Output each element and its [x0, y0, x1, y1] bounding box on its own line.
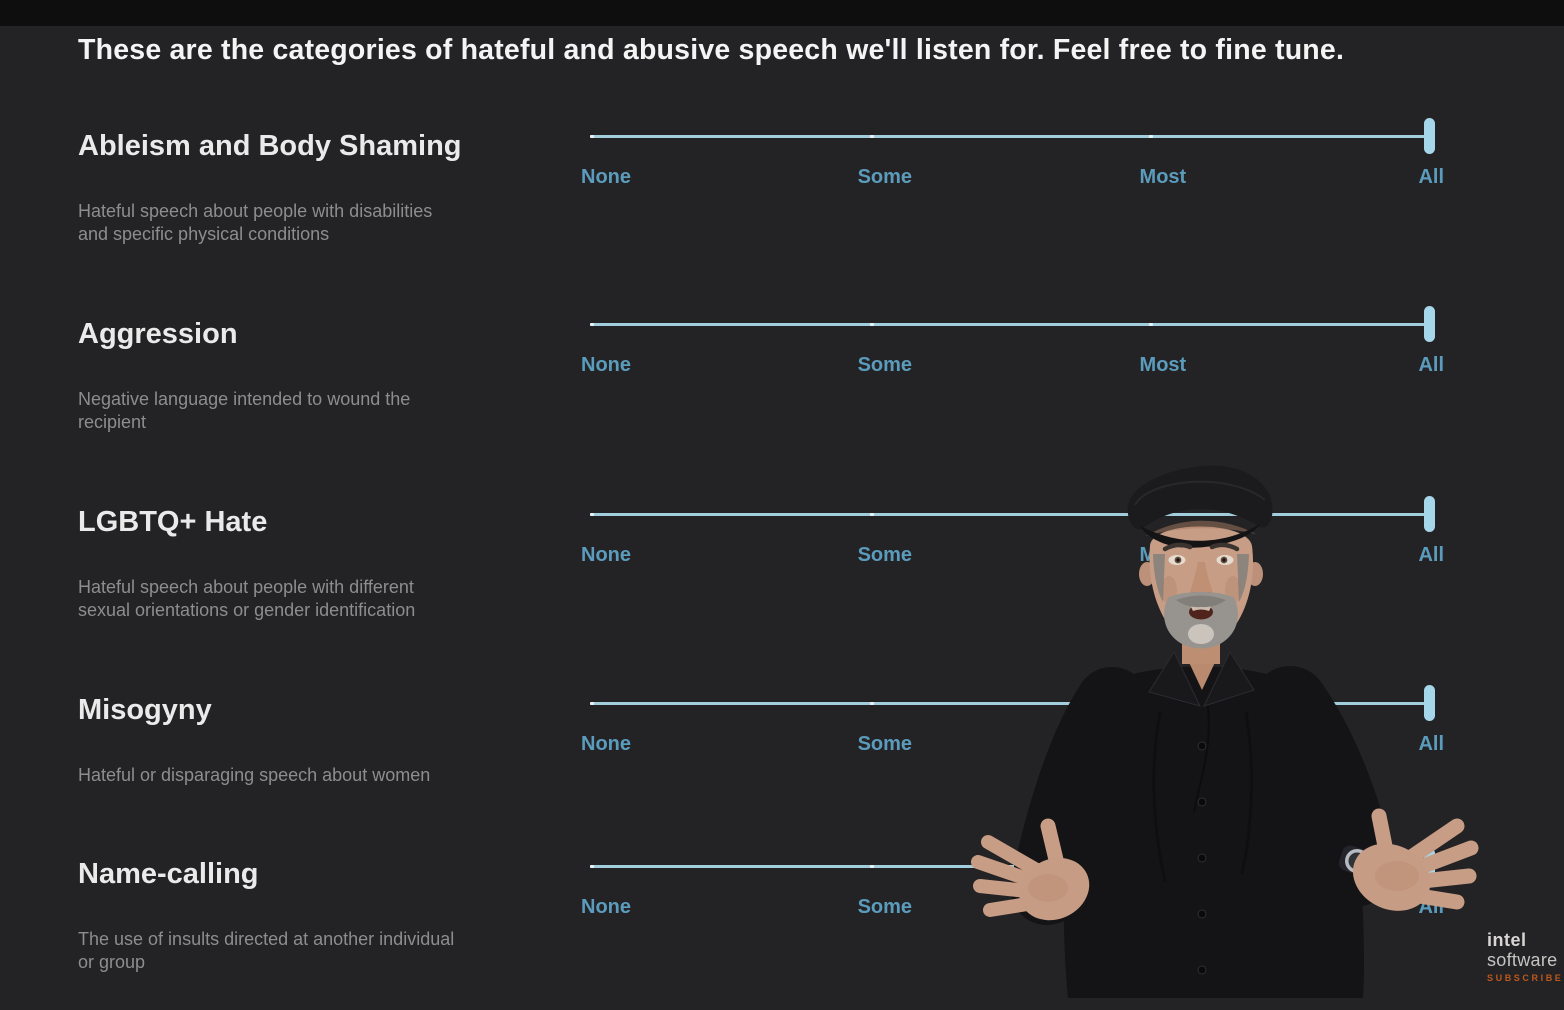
slider-label-all: All: [1418, 354, 1444, 376]
intel-software-wordmark: software: [1487, 950, 1558, 970]
slider-tick: [869, 702, 874, 705]
slider-tick: [869, 135, 874, 138]
category-description: Hateful speech about people with disabil…: [78, 201, 433, 244]
slider-label-none: None: [581, 354, 631, 376]
category-row: Aggression Negative language intended to …: [0, 300, 1564, 470]
shirt-buttons: [1197, 741, 1207, 975]
slider-handle[interactable]: [1424, 496, 1435, 532]
channel-branding: intel software SUBSCRIBE: [1487, 931, 1563, 983]
slider-track[interactable]: [590, 513, 1430, 516]
slider-label-none: None: [581, 733, 631, 755]
slider-handle[interactable]: [1424, 306, 1435, 342]
category-row: LGBTQ+ Hate Hateful speech about people w…: [0, 488, 1564, 658]
category-row: Misogyny Hateful or disparaging speech ab…: [0, 676, 1564, 846]
slider-tick: [869, 865, 874, 868]
category-description: The use of insults directed at another i…: [78, 929, 455, 972]
slider-tick: [590, 135, 594, 138]
category-title: Ableism and Body Shaming: [78, 130, 462, 162]
slider-tick: [590, 702, 594, 705]
sensitivity-slider: None Some Most All: [581, 110, 1444, 200]
letterbox-strip: [0, 0, 1564, 26]
slider-label-most: Most: [1139, 354, 1187, 376]
category-description: Negative language intended to wound the …: [78, 389, 411, 432]
slider-label-none: None: [581, 544, 631, 566]
slider-label-some: Some: [857, 166, 913, 188]
slider-label-some: Some: [857, 896, 913, 918]
slider-track[interactable]: [590, 135, 1430, 138]
slider-tick: [590, 513, 594, 516]
slider-tick: [869, 513, 874, 516]
slider-track[interactable]: [590, 702, 1430, 705]
slider-label-some: Some: [857, 733, 913, 755]
presenter-right-hand: [1352, 808, 1479, 911]
slider-tick: [1149, 323, 1154, 326]
category-description: Hateful or disparaging speech about wome…: [78, 765, 431, 785]
slider-label-some: Some: [857, 544, 913, 566]
subscribe-button[interactable]: SUBSCRIBE: [1487, 973, 1564, 983]
slider-label-all: All: [1418, 166, 1444, 188]
category-row: Ableism and Body Shaming Hateful speech a…: [0, 112, 1564, 282]
slider-label-most: Most: [1139, 166, 1187, 188]
slider-label-none: None: [581, 896, 631, 918]
flat-cap: [1127, 465, 1273, 548]
category-title: Misogyny: [78, 694, 212, 726]
slider-tick: [590, 323, 594, 326]
lav-mic-cable: [1193, 705, 1210, 813]
intel-logo: intel: [1487, 930, 1527, 950]
slider-label-all: All: [1418, 733, 1444, 755]
category-description: Hateful speech about people with differe…: [78, 577, 416, 620]
page-title: These are the categories of hateful and …: [78, 34, 1345, 66]
sensitivity-slider: None Some Most All: [581, 298, 1444, 388]
category-title: Aggression: [78, 318, 238, 350]
slider-tick: [869, 323, 874, 326]
presenter-left-hand: [971, 818, 1090, 921]
slider-label-some: Some: [857, 354, 913, 376]
slider-handle[interactable]: [1424, 685, 1435, 721]
category-title: LGBTQ+ Hate: [78, 506, 268, 538]
slider-handle[interactable]: [1424, 118, 1435, 154]
slider-tick: [1149, 135, 1154, 138]
slider-track[interactable]: [590, 323, 1430, 326]
category-title: Name-calling: [78, 858, 259, 890]
slider-label-none: None: [581, 166, 631, 188]
presenter-person: [971, 465, 1479, 998]
slider-label-all: All: [1418, 544, 1444, 566]
slider-tick: [590, 865, 594, 868]
